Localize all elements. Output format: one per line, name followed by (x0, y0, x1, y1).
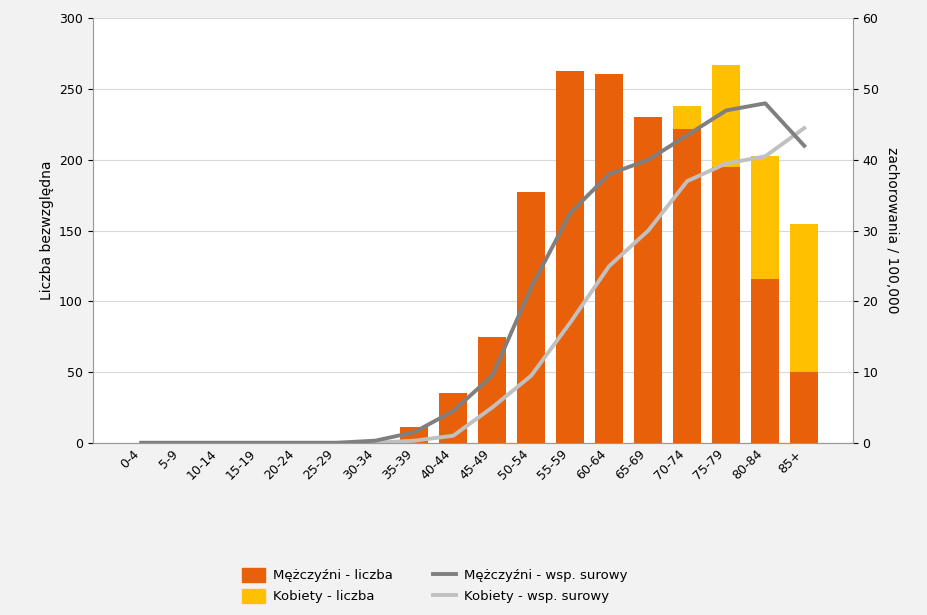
Bar (634, 160, 662, 443)
Kobiety - wsp. surowy (681, 178, 692, 185)
Mężczyźni - wsp. surowy (799, 142, 810, 149)
Kobiety - wsp. surowy (409, 437, 420, 445)
Bar (751, 156, 780, 443)
Legend: Mężczyźni - liczba, Kobiety - liczba, Mężczyźni - wsp. surowy, Kobiety - wsp. su: Mężczyźni - liczba, Kobiety - liczba, Mę… (242, 568, 628, 603)
Bar (556, 205, 584, 443)
Mężczyźni - wsp. surowy (292, 439, 303, 446)
Kobiety - wsp. surowy (603, 263, 615, 270)
Bar (595, 74, 623, 443)
Mężczyźni - wsp. surowy (174, 439, 185, 446)
Bar (673, 106, 702, 443)
Mężczyźni - wsp. surowy (370, 437, 381, 445)
Bar (790, 372, 819, 443)
Mężczyźni - wsp. surowy (565, 209, 576, 216)
Mężczyźni - wsp. surowy (448, 407, 459, 415)
Mężczyźni - wsp. surowy (409, 429, 420, 436)
Kobiety - wsp. surowy (370, 439, 381, 446)
Kobiety - wsp. surowy (448, 432, 459, 439)
Bar (673, 129, 702, 443)
Kobiety - wsp. surowy (526, 372, 537, 379)
Mężczyźni - wsp. surowy (253, 439, 264, 446)
Bar (517, 309, 545, 443)
Kobiety - wsp. surowy (135, 439, 146, 446)
Bar (439, 394, 467, 443)
Line: Kobiety - wsp. surowy: Kobiety - wsp. surowy (141, 128, 805, 443)
Bar (478, 372, 506, 443)
Bar (362, 442, 389, 443)
Kobiety - wsp. surowy (720, 160, 731, 167)
Kobiety - wsp. surowy (760, 153, 771, 160)
Bar (751, 279, 780, 443)
Kobiety - wsp. surowy (214, 439, 225, 446)
Mężczyźni - wsp. surowy (720, 107, 731, 114)
Bar (478, 337, 506, 443)
Bar (400, 427, 428, 443)
Mężczyźni - wsp. surowy (526, 284, 537, 291)
Mężczyźni - wsp. surowy (135, 439, 146, 446)
Kobiety - wsp. surowy (292, 439, 303, 446)
Kobiety - wsp. surowy (642, 227, 654, 234)
Y-axis label: zachorowania / 100,000: zachorowania / 100,000 (885, 148, 899, 314)
Mężczyźni - wsp. surowy (603, 170, 615, 178)
Kobiety - wsp. surowy (487, 403, 498, 411)
Bar (712, 167, 741, 443)
Bar (556, 71, 584, 443)
Bar (790, 224, 819, 443)
Bar (439, 429, 467, 443)
Mężczyźni - wsp. surowy (214, 439, 225, 446)
Bar (517, 192, 545, 443)
Bar (634, 117, 662, 443)
Mężczyźni - wsp. surowy (681, 132, 692, 139)
Mężczyźni - wsp. surowy (642, 156, 654, 164)
Kobiety - wsp. surowy (253, 439, 264, 446)
Kobiety - wsp. surowy (799, 124, 810, 132)
Bar (595, 159, 623, 443)
Mężczyźni - wsp. surowy (331, 439, 342, 446)
Kobiety - wsp. surowy (565, 319, 576, 326)
Line: Mężczyźni - wsp. surowy: Mężczyźni - wsp. surowy (141, 103, 805, 443)
Kobiety - wsp. surowy (174, 439, 185, 446)
Bar (712, 65, 741, 443)
Mężczyźni - wsp. surowy (760, 100, 771, 107)
Kobiety - wsp. surowy (331, 439, 342, 446)
Y-axis label: Liczba bezwzględna: Liczba bezwzględna (40, 161, 54, 300)
Mężczyźni - wsp. surowy (487, 372, 498, 379)
